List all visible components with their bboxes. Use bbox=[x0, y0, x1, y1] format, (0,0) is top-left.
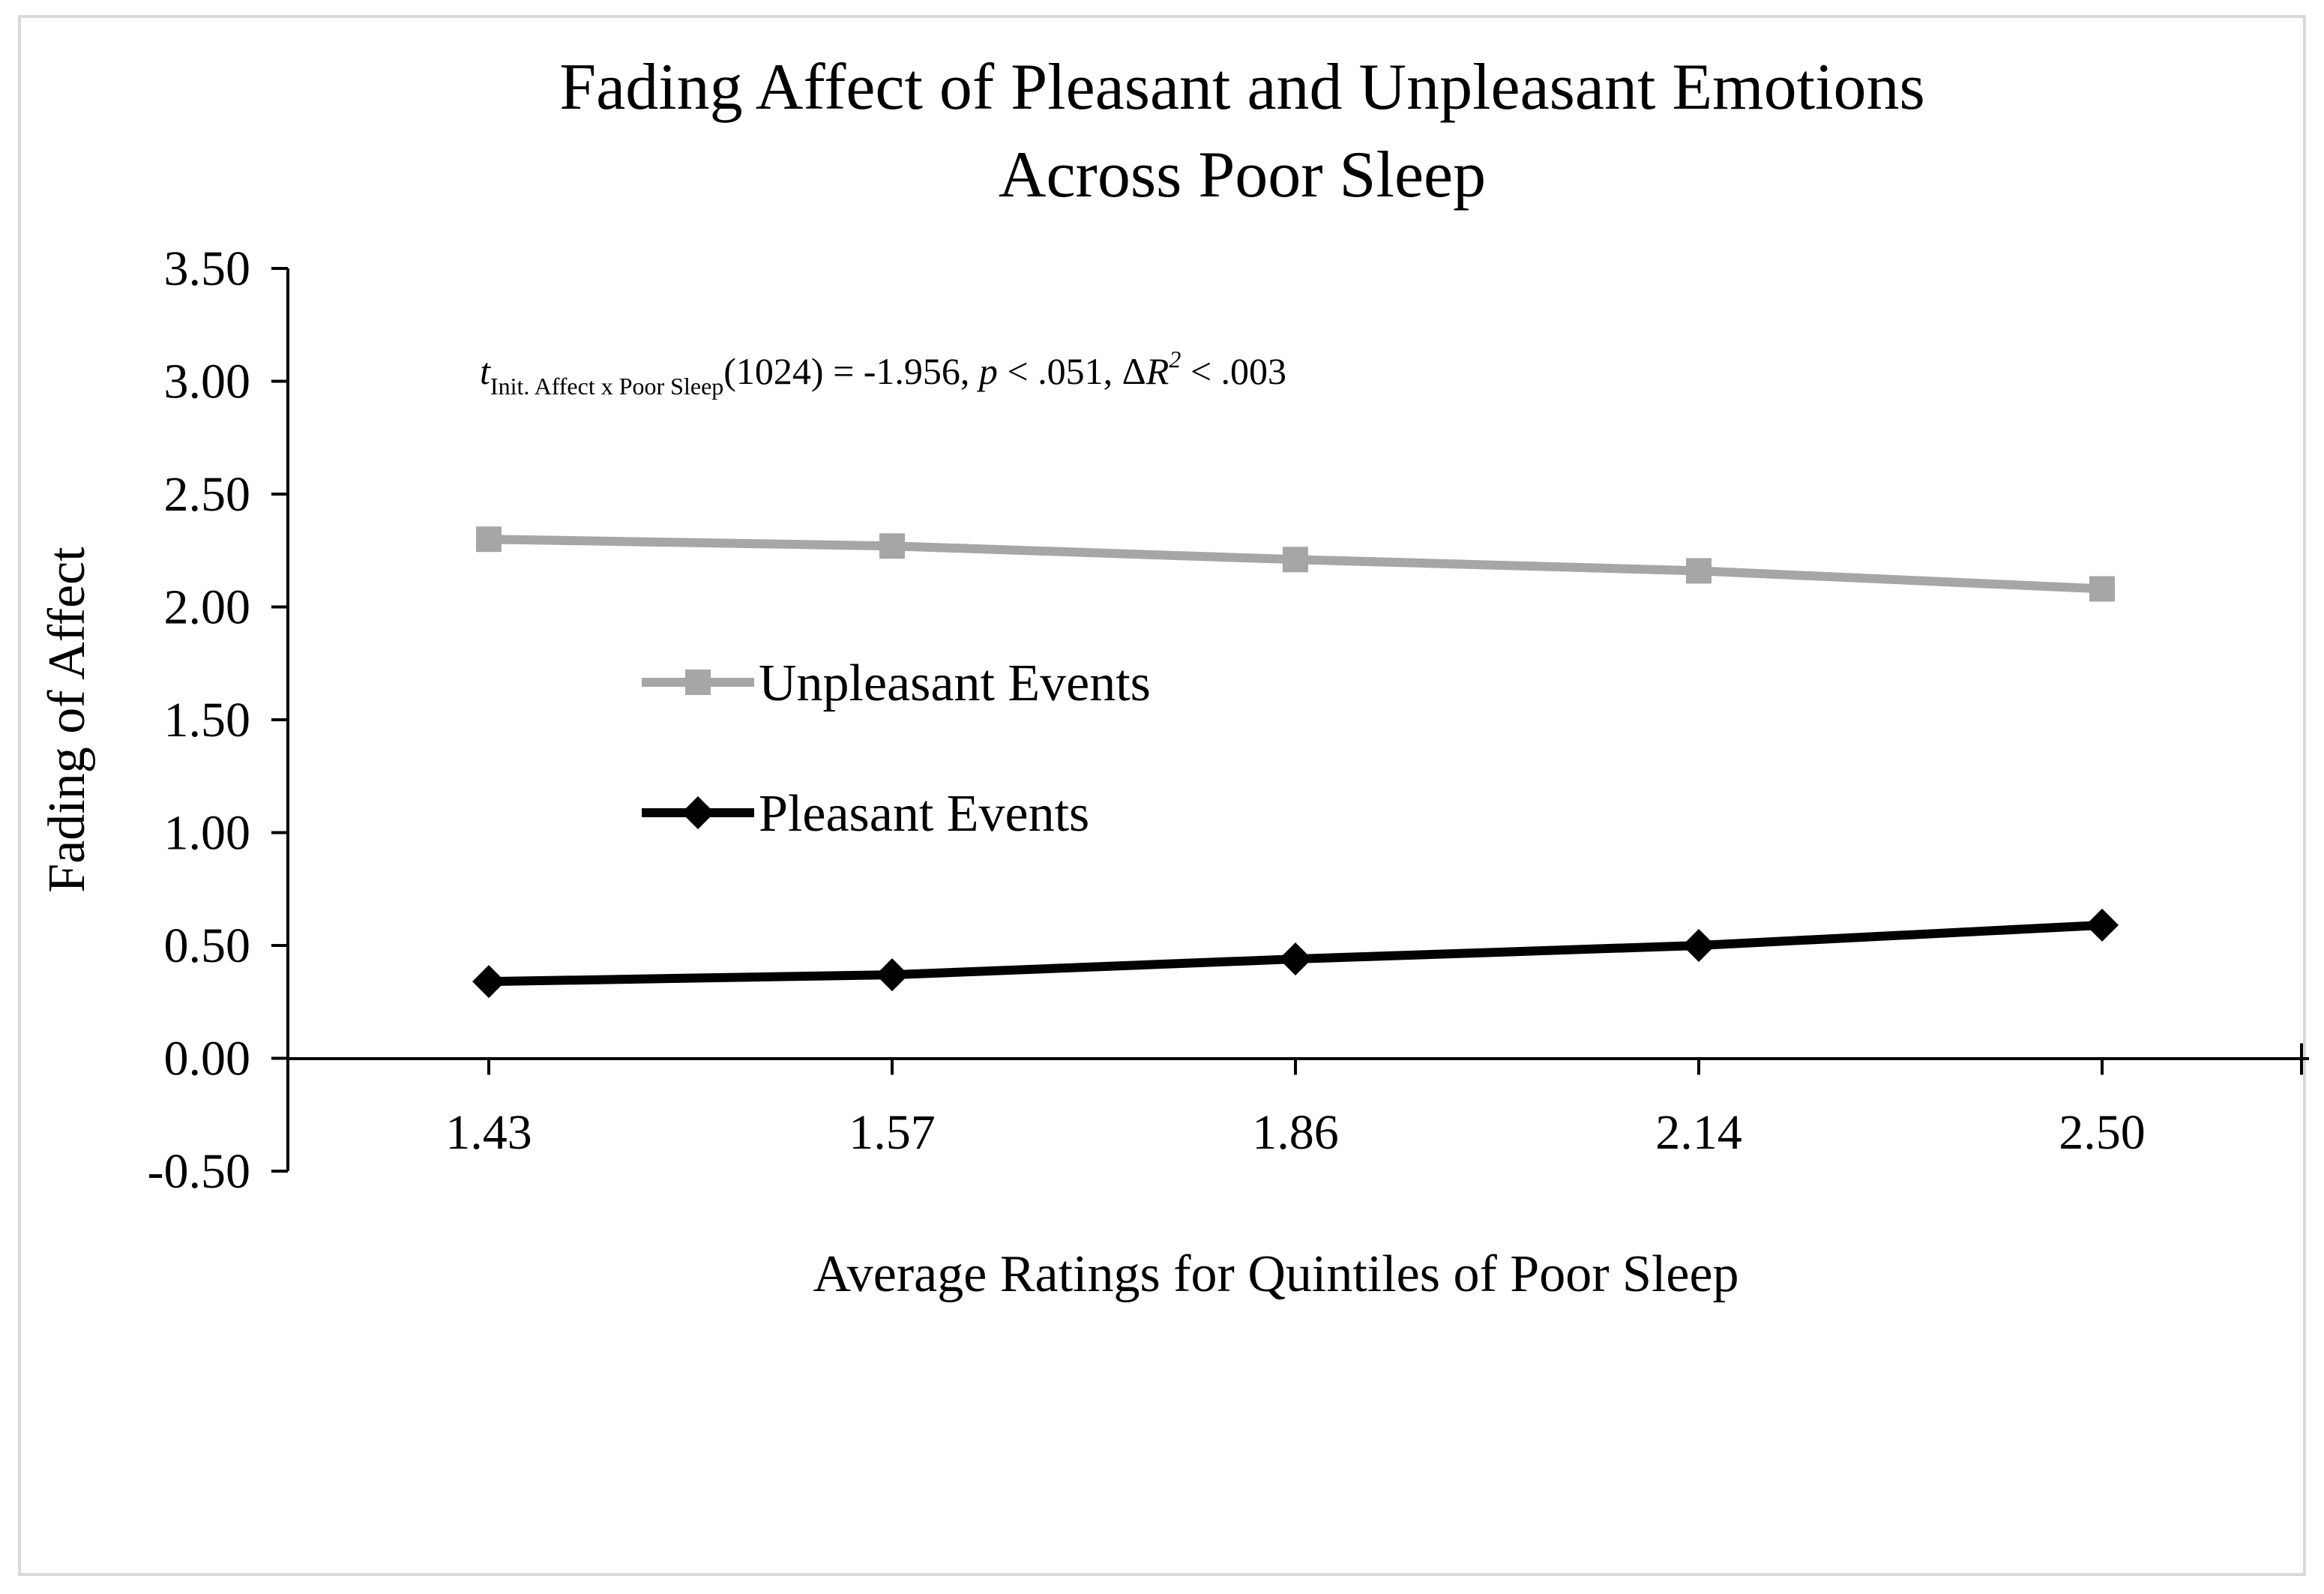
chart-title-line-2: Across Poor Sleep bbox=[999, 139, 1486, 211]
x-tick-label: 1.57 bbox=[849, 1105, 936, 1160]
x-tick-label: 2.14 bbox=[1655, 1105, 1742, 1160]
y-tick-label: 3.50 bbox=[164, 241, 251, 296]
x-tick-label: 1.86 bbox=[1252, 1105, 1339, 1160]
unpleasant-events-point bbox=[1283, 547, 1308, 573]
annotation-p: p bbox=[977, 350, 998, 392]
pleasant-events-point bbox=[876, 958, 909, 992]
y-axis-title: Fading of Affect bbox=[38, 547, 96, 893]
unpleasant-events-point bbox=[476, 526, 502, 553]
y-tick-label: 2.00 bbox=[164, 580, 251, 635]
stats-annotation: tInit. Affect x Poor Sleep(1024) = -1.95… bbox=[480, 346, 1286, 400]
x-axis-title: Average Ratings for Quintiles of Poor Sl… bbox=[813, 1245, 1739, 1303]
legend-unpleasant-events-marker bbox=[685, 670, 711, 695]
pleasant-events-point bbox=[472, 965, 505, 999]
annotation-part1: (1024) = -1.956, bbox=[723, 350, 979, 392]
y-tick-label: -0.50 bbox=[148, 1144, 250, 1199]
pleasant-events-point bbox=[2086, 908, 2119, 942]
y-tick-label: 0.50 bbox=[164, 918, 251, 973]
legend-pleasant-events-marker bbox=[681, 796, 714, 829]
chart-title-line-1: Fading Affect of Pleasant and Unpleasant… bbox=[559, 51, 1925, 124]
y-tick-label: 1.00 bbox=[164, 806, 251, 861]
x-tick-label: 1.43 bbox=[445, 1105, 532, 1160]
y-tick-label: 1.50 bbox=[164, 693, 251, 748]
legend-unpleasant-events-label: Unpleasant Events bbox=[759, 655, 1151, 712]
chart-frame bbox=[18, 15, 2306, 1576]
y-tick-label: 2.50 bbox=[164, 467, 251, 522]
legend-pleasant-events-label: Pleasant Events bbox=[759, 785, 1089, 843]
annotation-part2: < .051, Δ bbox=[998, 350, 1146, 392]
pleasant-events-point bbox=[1682, 929, 1715, 962]
annotation-part3: < .003 bbox=[1181, 350, 1286, 392]
x-tick-label: 2.50 bbox=[2059, 1105, 2146, 1160]
unpleasant-events-point bbox=[879, 533, 905, 559]
y-tick-label: 0.00 bbox=[164, 1032, 251, 1086]
annotation-superscript: 2 bbox=[1169, 346, 1181, 373]
unpleasant-events-point bbox=[2089, 576, 2115, 602]
annotation-R: R bbox=[1146, 350, 1169, 392]
annotation-subscript: Init. Affect x Poor Sleep bbox=[490, 373, 723, 400]
y-tick-label: 3.00 bbox=[164, 355, 251, 409]
unpleasant-events-point bbox=[1686, 558, 1712, 584]
annotation-t: t bbox=[480, 350, 491, 392]
pleasant-events-point bbox=[1279, 942, 1312, 976]
